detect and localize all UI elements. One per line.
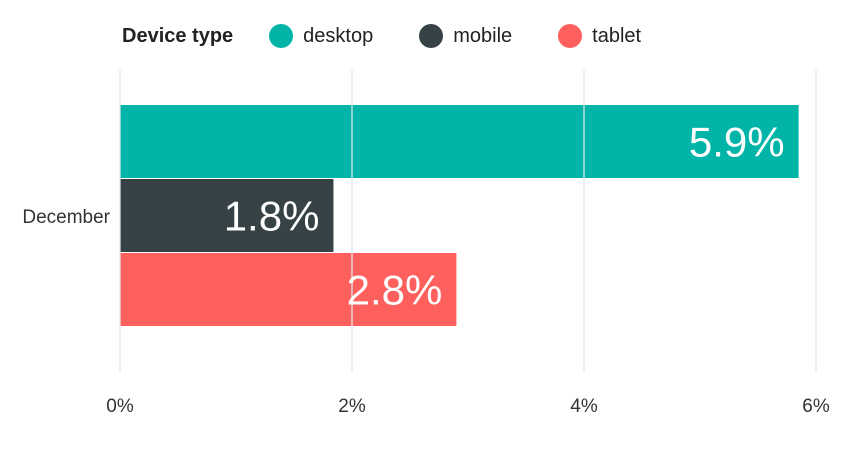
category-label: December (22, 207, 110, 228)
data-label-desktop: 5.9% (689, 119, 785, 166)
x-tick-label-2: 4% (570, 396, 598, 417)
legend-item-desktop[interactable]: desktop (269, 24, 373, 48)
legend-swatch-desktop (269, 24, 294, 48)
legend: Device type desktop mobile tablet (122, 20, 687, 52)
legend-label-tablet: tablet (592, 24, 642, 47)
gridlines-group (119, 70, 817, 372)
x-tick-label-0: 0% (106, 396, 134, 417)
data-label-tablet: 2.8% (347, 267, 443, 314)
data-label-mobile: 1.8% (224, 193, 320, 240)
bar-mobile (120, 179, 334, 252)
bar-tablet (120, 253, 457, 326)
bars-group (120, 105, 799, 326)
bar-desktop (120, 105, 799, 178)
legend-swatch-tablet (558, 24, 583, 48)
x-tick-labels-group: 0% 2% 4% 6% (106, 396, 830, 417)
legend-item-tablet[interactable]: tablet (558, 24, 641, 48)
legend-title: Device type (122, 24, 234, 47)
legend-item-mobile[interactable]: mobile (419, 24, 512, 48)
data-labels-group: 5.9% 1.8% 2.8% (224, 119, 785, 314)
x-tick-label-3: 6% (802, 396, 830, 417)
legend-label-mobile: mobile (453, 24, 513, 47)
legend-swatch-mobile (419, 24, 444, 48)
legend-label-desktop: desktop (303, 24, 374, 47)
x-tick-label-1: 2% (338, 396, 366, 417)
